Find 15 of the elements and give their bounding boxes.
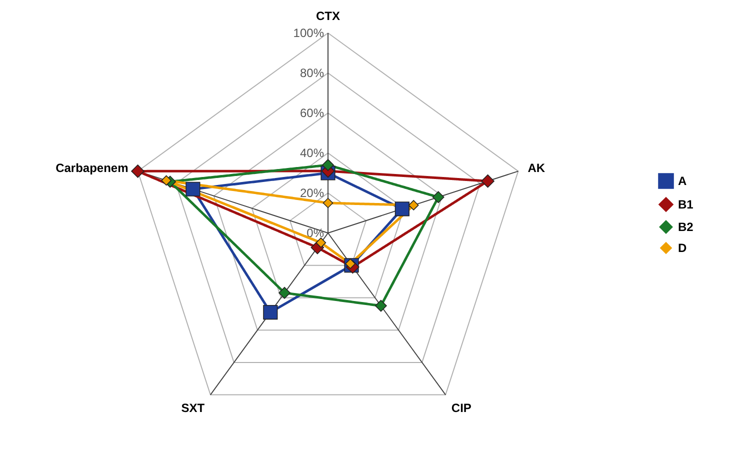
spoke-label: Carbapenem bbox=[56, 161, 128, 176]
y-tick-label: 60% bbox=[300, 106, 324, 120]
spoke-label: CIP bbox=[451, 400, 472, 415]
y-tick-label: 100% bbox=[293, 26, 324, 40]
spoke-label: AK bbox=[528, 161, 546, 176]
spoke-label: CTX bbox=[316, 9, 340, 23]
y-tick-label: 0% bbox=[306, 226, 324, 240]
y-tick-label: 40% bbox=[300, 146, 324, 160]
legend-label: D bbox=[678, 241, 687, 255]
spoke-label: SXT bbox=[181, 400, 206, 415]
y-tick-label: 80% bbox=[300, 66, 324, 80]
y-tick-label: 20% bbox=[300, 186, 324, 200]
legend-label: B2 bbox=[678, 220, 694, 234]
legend-label: A bbox=[678, 174, 687, 188]
legend-label: B1 bbox=[678, 198, 694, 212]
